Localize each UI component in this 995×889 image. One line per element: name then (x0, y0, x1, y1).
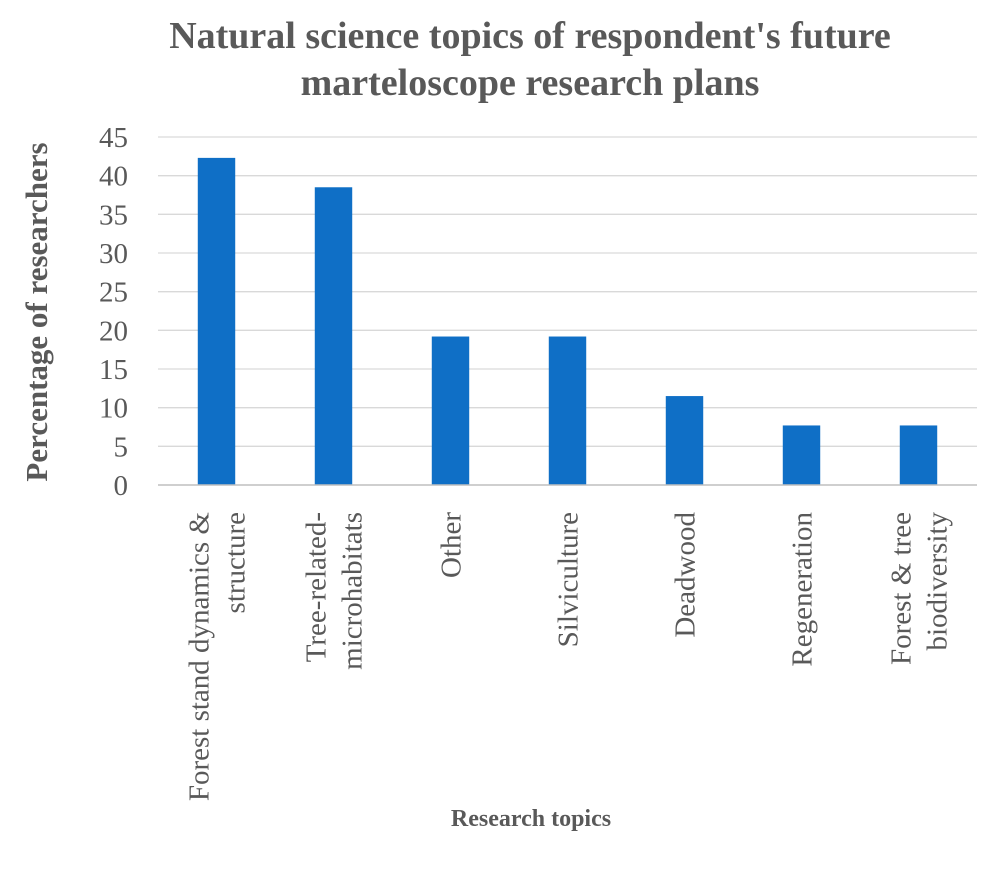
category-labels: Forest stand dynamics & structure Tree-rel… (184, 512, 954, 802)
category-label-line: biodiversity (922, 512, 954, 651)
bar (665, 396, 704, 485)
category-label-line: Tree-related- (301, 512, 333, 662)
bar (431, 336, 470, 485)
y-tick-label: 15 (99, 354, 128, 386)
gridlines (158, 136, 977, 447)
category-label-line: Silviculture (553, 512, 585, 647)
y-tick-label: 10 (99, 393, 128, 425)
y-tick-label: 35 (99, 199, 128, 231)
category-label: Tree-related-microhabitats (301, 512, 369, 670)
category-label-line: Forest stand dynamics & (184, 512, 216, 802)
category-label: Forest stand dynamics & structure (184, 512, 252, 802)
y-tick-label: 45 (99, 122, 128, 154)
bar (548, 336, 587, 485)
y-tick-label: 30 (99, 238, 128, 270)
y-tick-label: 40 (99, 161, 128, 193)
category-label: Silviculture (553, 512, 585, 647)
category-label-line: Deadwood (670, 512, 702, 638)
category-label-line: Forest & tree (886, 512, 918, 665)
y-tick-label: 0 (114, 470, 129, 502)
y-tick-label: 25 (99, 277, 128, 309)
chart-title-line-2: marteloscope research plans (301, 62, 760, 104)
y-axis-label: Percentage of researchers (19, 142, 54, 481)
category-label-line: microhabitats (337, 512, 369, 670)
category-label: Deadwood (670, 512, 702, 638)
y-tick-label: 5 (114, 431, 129, 463)
category-label-line: Regeneration (787, 512, 819, 667)
category-label: Other (436, 512, 468, 578)
x-axis-label: Research topics (451, 806, 611, 832)
chart-title-line-1: Natural science topics of respondent's f… (169, 15, 891, 57)
bar (314, 187, 353, 485)
category-label: Forest & tree biodiversity (886, 512, 954, 666)
y-tick-labels: 0 5 10 15 20 25 30 35 40 45 (99, 122, 128, 502)
bar (197, 157, 236, 485)
y-tick-label: 20 (99, 315, 128, 347)
bar (899, 425, 938, 485)
category-label: Regeneration (787, 512, 819, 667)
category-label-line: Other (436, 512, 468, 578)
bars (197, 157, 938, 485)
category-label-line: structure (220, 512, 252, 613)
bar (782, 425, 821, 485)
